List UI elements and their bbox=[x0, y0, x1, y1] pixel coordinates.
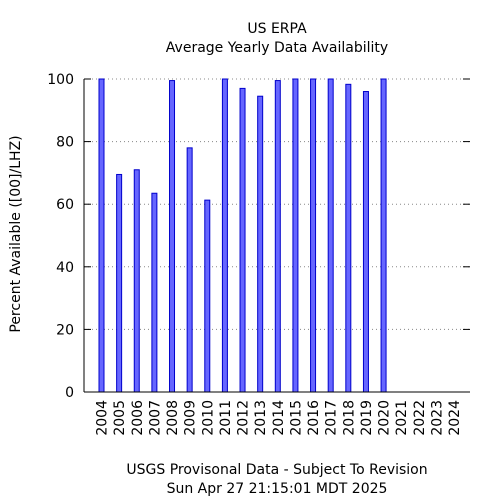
y-tick-label: 60 bbox=[56, 197, 74, 213]
bar-2010 bbox=[204, 199, 211, 393]
bars bbox=[98, 78, 387, 393]
x-tick-label: 2012 bbox=[236, 400, 252, 436]
x-tick-label: 2008 bbox=[165, 400, 181, 436]
x-tick-label: 2013 bbox=[253, 400, 269, 436]
bar-2012 bbox=[239, 87, 246, 393]
y-tick-label: 0 bbox=[65, 385, 74, 401]
y-axis-label: Percent Available ([00]/LHZ) bbox=[8, 135, 24, 332]
bar-2016 bbox=[310, 78, 317, 393]
x-tick-label: 2004 bbox=[95, 400, 111, 436]
x-tick-label: 2006 bbox=[130, 400, 146, 436]
axes bbox=[83, 78, 470, 393]
y-tick-label: 100 bbox=[47, 72, 74, 88]
x-axis-label: USGS Provisonal Data - Subject To Revisi… bbox=[126, 462, 427, 478]
x-tick-label: 2007 bbox=[147, 400, 163, 436]
x-tick-label: 2010 bbox=[200, 400, 216, 436]
bar-2018 bbox=[345, 83, 352, 393]
x-tick-label: 2018 bbox=[341, 400, 357, 436]
bar-2020 bbox=[380, 78, 387, 393]
x-tick-label: 2017 bbox=[324, 400, 340, 436]
y-tick-label: 80 bbox=[56, 135, 74, 151]
x-tick-labels: 2004 2005 2006 2007 2008 2009 2010 2011 2012 2013… bbox=[95, 400, 464, 436]
bar-2004 bbox=[98, 78, 105, 393]
x-tick-label: 2016 bbox=[306, 400, 322, 436]
bar-2017 bbox=[327, 78, 334, 393]
x-tick-label: 2023 bbox=[429, 400, 445, 436]
x-tick-label: 2015 bbox=[288, 400, 304, 436]
chart-subtitle: Average Yearly Data Availability bbox=[166, 40, 388, 56]
bar-2015 bbox=[292, 78, 299, 393]
bar-2011 bbox=[221, 78, 228, 393]
y-tick-label: 20 bbox=[56, 322, 74, 338]
bar-2009 bbox=[186, 147, 193, 393]
x-tick-label: 2014 bbox=[271, 400, 287, 436]
x-tick-label: 2020 bbox=[377, 400, 393, 436]
chart-title: US ERPA bbox=[247, 21, 307, 37]
x-tick-label: 2009 bbox=[183, 400, 199, 436]
x-tick-label: 2005 bbox=[112, 400, 128, 436]
y-tick-labels: 0 20 40 60 80 100 bbox=[47, 72, 74, 401]
x-tick-label: 2011 bbox=[218, 400, 234, 436]
bar-2019 bbox=[362, 91, 369, 393]
timestamp-label: Sun Apr 27 21:15:01 MDT 2025 bbox=[167, 481, 388, 497]
bar-2006 bbox=[133, 169, 140, 393]
x-tick-label: 2022 bbox=[412, 400, 428, 436]
x-tick-label: 2024 bbox=[447, 400, 463, 436]
x-tick-label: 2021 bbox=[394, 400, 410, 436]
bar-2008 bbox=[169, 80, 176, 393]
bar-2005 bbox=[116, 173, 123, 393]
x-tick-label: 2019 bbox=[359, 400, 375, 436]
bar-2013 bbox=[257, 95, 264, 393]
y-tick-label: 40 bbox=[56, 260, 74, 276]
bar-2007 bbox=[151, 192, 158, 393]
bar-2014 bbox=[274, 80, 281, 393]
